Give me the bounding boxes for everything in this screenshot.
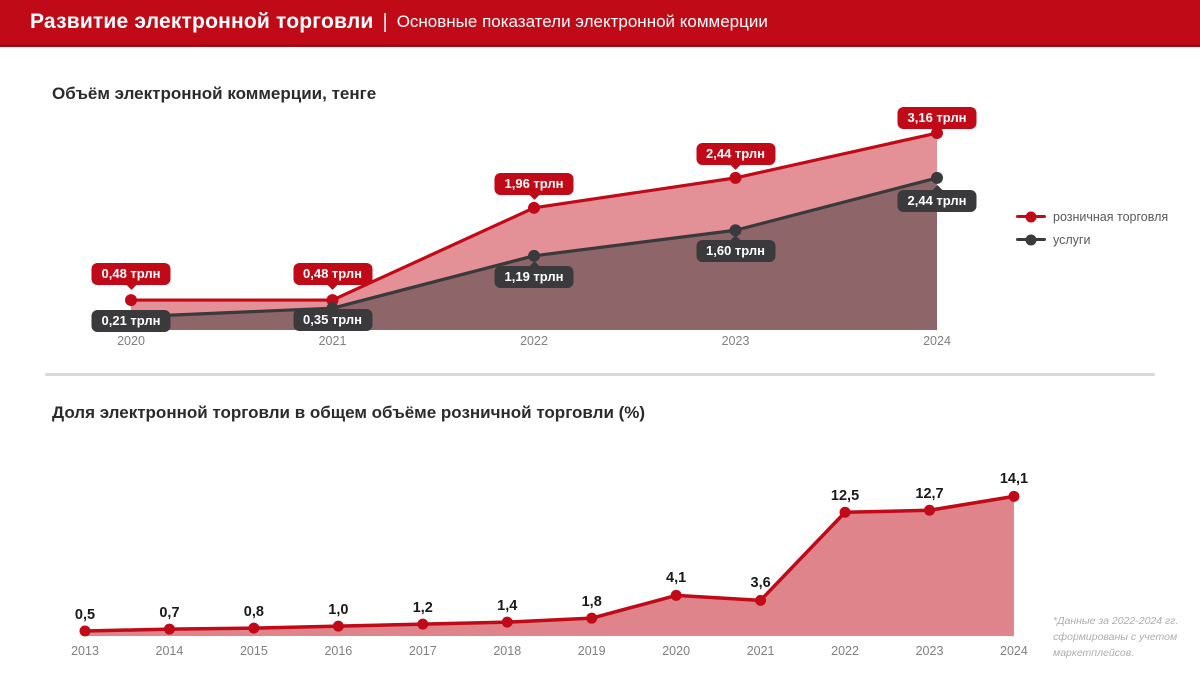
x-axis-label: 2024 bbox=[1000, 644, 1028, 658]
data-label: 0,48 трлн bbox=[292, 263, 373, 290]
chart1-title: Объём электронной коммерции, тенге bbox=[52, 84, 377, 103]
x-axis-label: 2021 bbox=[318, 334, 347, 348]
area-series-1 bbox=[131, 177, 937, 330]
x-axis-label: 2019 bbox=[577, 644, 606, 658]
data-point bbox=[729, 171, 742, 184]
data-point bbox=[924, 504, 935, 516]
chart2-title: Доля электронной торговли в общем объёме… bbox=[52, 403, 646, 422]
footnote-line: маркетплейсов. bbox=[1053, 647, 1135, 659]
data-label: 3,16 трлн bbox=[897, 107, 977, 129]
data-point bbox=[79, 625, 91, 637]
data-point bbox=[501, 616, 513, 628]
data-point bbox=[332, 620, 344, 632]
data-point bbox=[528, 249, 540, 262]
data-point bbox=[755, 594, 767, 606]
data-label: 1,8 bbox=[581, 594, 602, 611]
header-subtitle: Основные показатели электронной коммерци… bbox=[396, 12, 768, 31]
data-point bbox=[125, 294, 137, 307]
data-label: 0,35 трлн bbox=[292, 309, 373, 332]
x-axis-label: 2017 bbox=[408, 644, 437, 658]
data-label: 4,1 bbox=[666, 570, 687, 587]
x-axis-label: 2020 bbox=[117, 334, 145, 348]
footnote-line: *Данные за 2022-2024 гг. bbox=[1053, 615, 1179, 627]
data-label: 1,60 трлн bbox=[695, 235, 776, 263]
data-point bbox=[586, 612, 598, 624]
x-axis-label: 2015 bbox=[239, 644, 268, 658]
data-label: 1,19 трлн bbox=[494, 260, 574, 288]
data-point bbox=[417, 618, 429, 630]
chart1-legend: розничная торговля услуги bbox=[1016, 205, 1168, 251]
data-label: 14,1 bbox=[999, 471, 1029, 488]
data-label: 0,5 bbox=[74, 607, 96, 624]
data-point bbox=[670, 589, 682, 601]
data-label: 1,96 трлн bbox=[494, 172, 574, 200]
legend-label-services: услуги bbox=[1053, 232, 1091, 247]
data-label: 1,4 bbox=[497, 598, 518, 615]
header-separator: | bbox=[382, 10, 388, 33]
data-point bbox=[248, 622, 260, 634]
data-label: 0,7 bbox=[159, 605, 180, 622]
data-label: 0,48 трлн bbox=[91, 263, 171, 290]
footnote-line: сформированы с учетом bbox=[1053, 631, 1178, 643]
data-label: 0,21 трлн bbox=[91, 309, 171, 332]
legend-item-services: услуги bbox=[1016, 228, 1168, 251]
data-point bbox=[163, 623, 175, 635]
legend-line-services-icon bbox=[1016, 234, 1046, 245]
x-axis-label: 2013 bbox=[71, 644, 99, 658]
data-point bbox=[931, 127, 943, 140]
legend-dot-retail-icon bbox=[1025, 211, 1037, 222]
data-label: 1,2 bbox=[412, 600, 433, 617]
data-label: 0,8 bbox=[243, 604, 264, 621]
data-point bbox=[931, 171, 943, 184]
x-axis-label: 2021 bbox=[746, 644, 775, 658]
data-point bbox=[729, 224, 742, 237]
legend-item-retail: розничная торговля bbox=[1016, 205, 1168, 228]
data-point bbox=[528, 201, 540, 214]
data-label: 1,0 bbox=[328, 602, 349, 619]
x-axis-label: 2022 bbox=[831, 644, 859, 658]
x-axis-label: 2014 bbox=[155, 644, 184, 658]
data-point bbox=[1008, 490, 1020, 502]
legend-label-retail: розничная торговля bbox=[1053, 209, 1169, 224]
data-label: 2,44 трлн bbox=[695, 142, 776, 170]
x-axis-label: 2022 bbox=[520, 334, 548, 348]
x-axis-label: 2023 bbox=[721, 334, 750, 348]
x-axis-label: 2024 bbox=[923, 334, 951, 348]
page-title: Развитие электронной торговли bbox=[30, 10, 374, 33]
data-label: 2,44 трлн bbox=[897, 185, 977, 212]
section-divider bbox=[45, 373, 1155, 376]
header-bar: Развитие электронной торговли | Основные… bbox=[0, 0, 1200, 47]
data-label: 12,5 bbox=[830, 488, 860, 505]
legend-dot-services-icon bbox=[1025, 234, 1037, 245]
legend-line-retail-icon bbox=[1016, 211, 1046, 222]
data-label: 12,7 bbox=[915, 486, 944, 503]
data-label: 3,6 bbox=[750, 575, 771, 592]
x-axis-label: 2020 bbox=[662, 644, 691, 658]
x-axis-label: 2016 bbox=[324, 644, 353, 658]
x-axis-label: 2023 bbox=[915, 644, 944, 658]
data-point bbox=[839, 506, 851, 518]
x-axis-label: 2018 bbox=[493, 644, 522, 658]
area-series-0 bbox=[85, 496, 1014, 636]
line-series-0 bbox=[83, 494, 1016, 633]
footnote: *Данные за 2022-2024 гг. сформированы с … bbox=[1053, 613, 1188, 661]
